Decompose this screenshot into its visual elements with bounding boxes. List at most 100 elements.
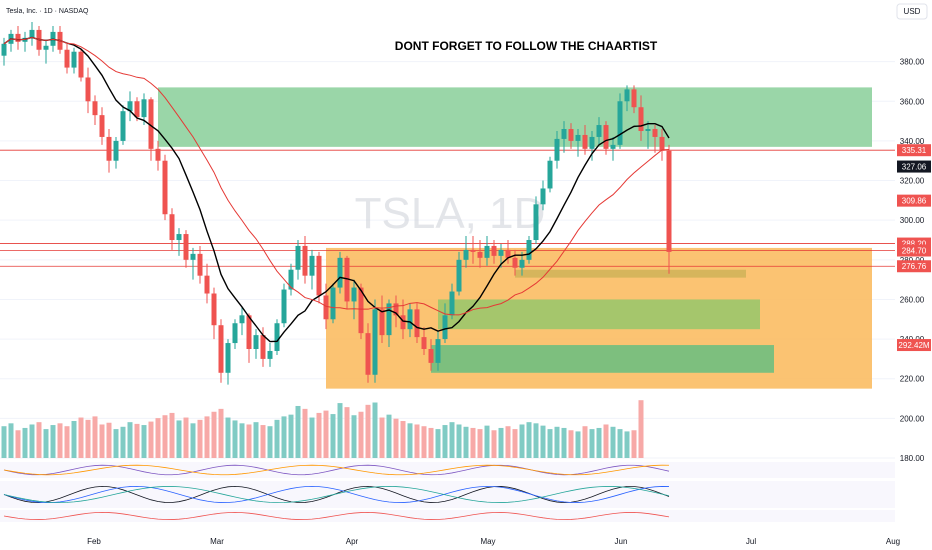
volume-bar	[36, 422, 42, 458]
price-label-badge	[897, 160, 931, 173]
volume-bar	[113, 429, 119, 458]
price-tick-label: 200.00	[900, 414, 925, 423]
volume-bar	[554, 426, 560, 458]
volume-bar	[407, 423, 413, 458]
candle-body	[456, 259, 462, 292]
watermark-layer: TSLA, 1D	[355, 189, 546, 238]
candle-body	[463, 249, 469, 260]
price-label-text: 335.31	[902, 146, 927, 155]
candle-body	[666, 150, 672, 252]
volume-bar	[99, 424, 105, 458]
volume-bar	[190, 423, 196, 458]
volume-bar	[533, 423, 539, 458]
candle-body	[302, 245, 308, 276]
volume-bar	[120, 426, 126, 458]
volume-bar	[330, 414, 336, 458]
volume-bar	[50, 425, 56, 458]
volume-bar	[15, 430, 21, 458]
candle-body	[393, 303, 399, 316]
price-label-badge	[897, 194, 931, 207]
month-label: Apr	[346, 537, 359, 546]
volume-bar	[386, 414, 392, 458]
candle-body	[526, 240, 532, 260]
candle-body	[372, 309, 378, 375]
volume-bar	[393, 418, 399, 458]
candle-body	[596, 125, 602, 137]
price-label-text: 276.76	[902, 262, 927, 271]
candle-body	[288, 269, 294, 290]
candle-body	[631, 89, 637, 108]
volume-bar	[582, 426, 588, 458]
volume-bar	[351, 415, 357, 458]
candle-body	[218, 325, 224, 373]
candle-body	[603, 125, 609, 149]
candle-body	[113, 140, 119, 161]
currency-label[interactable]: USD	[904, 7, 921, 16]
candle-body	[470, 249, 476, 252]
price-tick-label: 260.00	[900, 295, 925, 304]
month-label: Aug	[886, 537, 900, 546]
candle-body	[365, 333, 371, 375]
volume-bar	[456, 424, 462, 458]
candle-body	[519, 259, 525, 268]
volume-bar	[624, 431, 630, 458]
olive-zone	[438, 299, 760, 330]
candle-body	[421, 337, 427, 349]
volume-bar	[617, 429, 623, 458]
dark-green-zone	[431, 345, 774, 373]
volume-bar	[575, 431, 581, 458]
candle-body	[442, 315, 448, 340]
time-axis[interactable]: Feb Mar Apr May Jun Jul Aug	[87, 537, 900, 546]
volume-bar	[442, 425, 448, 458]
indicators-layer: 60.1958.5519.664.1610.35-6.81	[0, 462, 927, 522]
volume-bar	[631, 430, 637, 458]
volume-bar	[372, 402, 378, 458]
sma-slow-line	[3, 36, 670, 316]
volume-bar	[589, 429, 595, 458]
currency-box[interactable]	[896, 3, 928, 20]
volume-bar	[85, 419, 91, 458]
month-label: Feb	[87, 537, 101, 546]
indicator-line	[3, 485, 670, 503]
candle-body	[281, 289, 287, 324]
symbol-title[interactable]: Tesla, Inc. · 1D · NASDAQ	[6, 8, 89, 15]
candle-body	[64, 49, 70, 68]
volume-bar	[344, 407, 350, 458]
price-axis[interactable]: 180.00200.00220.00240.00260.00280.00300.…	[895, 0, 932, 550]
price-label-text: 288.20	[902, 240, 927, 249]
price-tick-label: 300.00	[900, 216, 925, 225]
volume-bar	[148, 421, 154, 458]
candle-body	[547, 160, 553, 189]
candle-body	[183, 234, 189, 260]
candle-body	[148, 99, 154, 149]
volume-layer	[1, 400, 644, 458]
candle-body	[225, 343, 231, 373]
candle-body	[589, 136, 595, 149]
candle-body	[43, 45, 49, 50]
price-tick-label: 340.00	[900, 137, 925, 146]
candles-layer[interactable]	[1, 22, 672, 385]
volume-bar	[337, 403, 343, 458]
candle-body	[400, 315, 406, 330]
candle-body	[120, 111, 126, 141]
band-zone	[515, 269, 746, 278]
volume-bar	[610, 426, 616, 458]
candle-body	[617, 101, 623, 145]
candle-body	[295, 245, 301, 270]
volume-bar	[449, 422, 455, 458]
volume-bar	[603, 424, 609, 458]
candle-body	[568, 129, 574, 141]
candle-body	[659, 136, 665, 151]
volume-bar	[421, 426, 427, 458]
price-label-text: 327.06	[902, 163, 927, 172]
price-tick-label: 360.00	[900, 97, 925, 106]
candle-body	[211, 293, 217, 326]
volume-bar	[540, 425, 546, 458]
volume-bar	[64, 426, 70, 458]
volume-bar	[1, 426, 7, 458]
candle-body	[554, 138, 560, 161]
candle-body	[127, 101, 133, 112]
volume-bar	[43, 429, 49, 458]
candle-body	[197, 253, 203, 276]
